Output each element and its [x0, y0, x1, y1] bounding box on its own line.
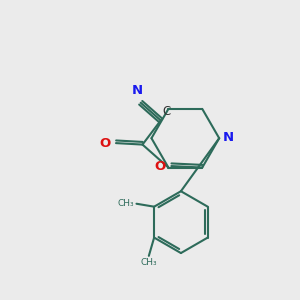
Text: N: N [132, 85, 143, 98]
Text: CH₃: CH₃ [140, 258, 157, 267]
Text: C: C [162, 105, 170, 118]
Text: O: O [99, 136, 111, 150]
Text: CH₃: CH₃ [118, 199, 134, 208]
Text: N: N [223, 131, 234, 144]
Text: O: O [155, 160, 166, 172]
